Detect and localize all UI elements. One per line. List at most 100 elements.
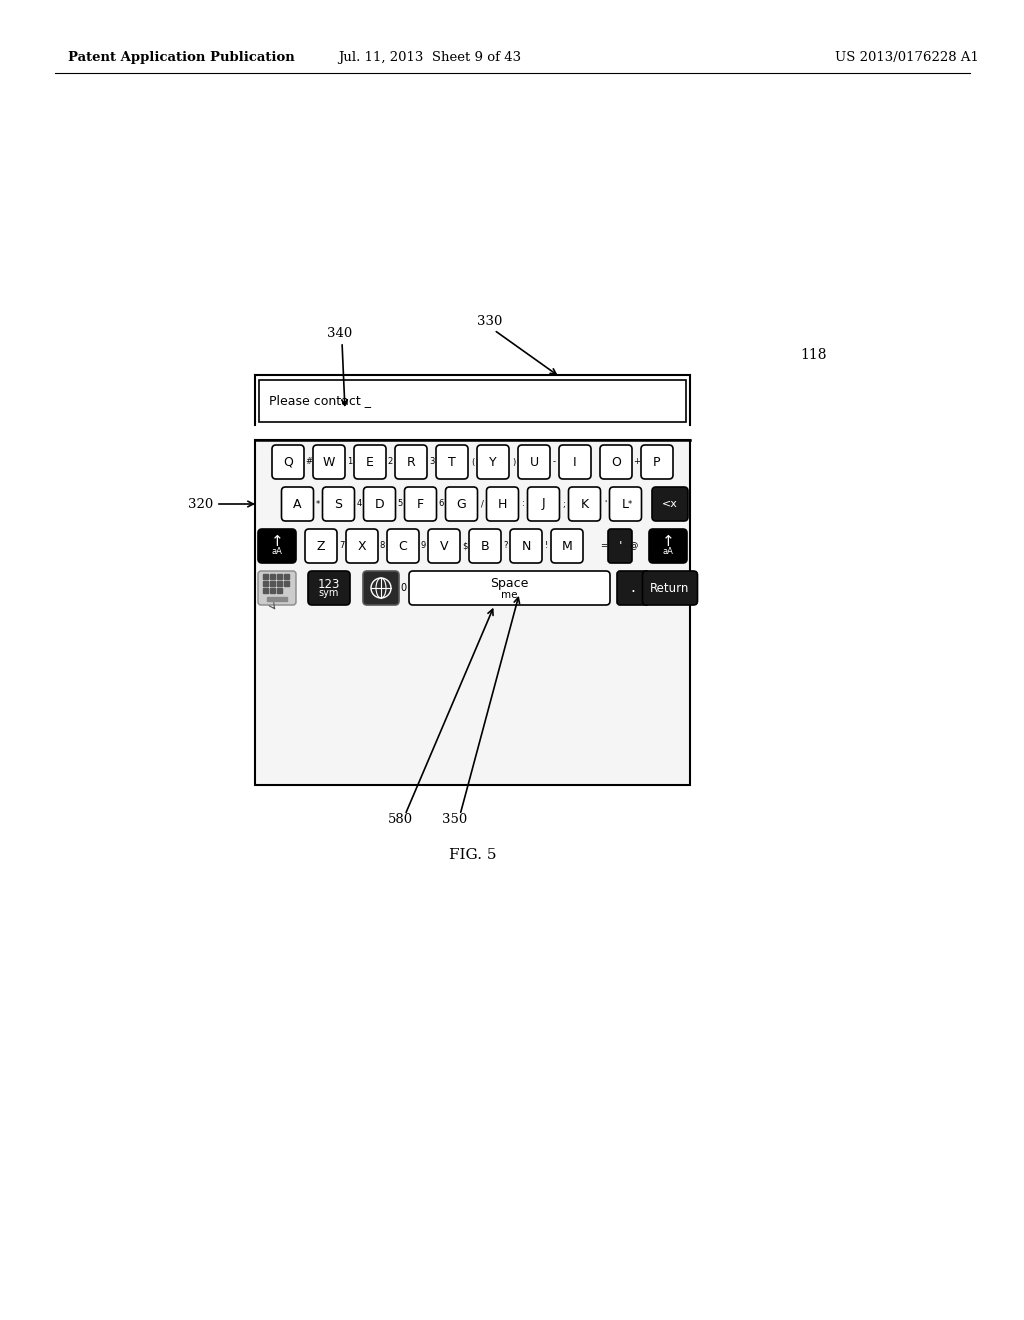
Text: O: O — [611, 455, 621, 469]
Text: 320: 320 — [187, 498, 213, 511]
FancyBboxPatch shape — [559, 445, 591, 479]
Text: B: B — [480, 540, 489, 553]
FancyBboxPatch shape — [609, 487, 641, 521]
FancyBboxPatch shape — [477, 445, 509, 479]
FancyBboxPatch shape — [641, 445, 673, 479]
Text: 2: 2 — [388, 458, 393, 466]
Text: R: R — [407, 455, 416, 469]
FancyBboxPatch shape — [354, 445, 386, 479]
FancyBboxPatch shape — [258, 572, 296, 605]
Bar — [263, 587, 268, 593]
Text: 9: 9 — [421, 541, 426, 550]
Text: S: S — [335, 498, 342, 511]
Text: V: V — [439, 540, 449, 553]
Bar — [278, 574, 282, 579]
FancyBboxPatch shape — [346, 529, 378, 564]
FancyBboxPatch shape — [258, 529, 296, 564]
Text: -: - — [553, 458, 556, 466]
Text: <x: <x — [663, 499, 678, 510]
Text: FIG. 5: FIG. 5 — [449, 847, 497, 862]
FancyBboxPatch shape — [518, 445, 550, 479]
Text: Jul. 11, 2013  Sheet 9 of 43: Jul. 11, 2013 Sheet 9 of 43 — [339, 51, 521, 65]
Text: #: # — [305, 458, 312, 466]
Text: me: me — [502, 590, 518, 601]
Text: *: * — [315, 499, 321, 508]
Bar — [270, 587, 275, 593]
Text: 340: 340 — [328, 327, 352, 341]
Text: 7: 7 — [339, 541, 344, 550]
Bar — [284, 574, 289, 579]
Text: 580: 580 — [387, 813, 413, 826]
FancyBboxPatch shape — [436, 445, 468, 479]
Bar — [278, 587, 282, 593]
Bar — [270, 574, 275, 579]
Text: Patent Application Publication: Patent Application Publication — [68, 51, 295, 65]
Text: D: D — [375, 498, 384, 511]
Text: Y: Y — [489, 455, 497, 469]
FancyBboxPatch shape — [652, 487, 688, 521]
Text: *: * — [628, 499, 632, 508]
Text: L: L — [622, 498, 629, 511]
FancyBboxPatch shape — [404, 487, 436, 521]
Text: 1: 1 — [347, 458, 352, 466]
Text: US 2013/0176228 A1: US 2013/0176228 A1 — [835, 51, 979, 65]
Text: aA: aA — [271, 546, 283, 556]
Text: I: I — [573, 455, 577, 469]
Text: A: A — [293, 498, 302, 511]
Text: ↑: ↑ — [270, 535, 284, 549]
FancyBboxPatch shape — [362, 572, 399, 605]
Text: ?: ? — [503, 541, 508, 550]
Bar — [263, 581, 268, 586]
Text: J: J — [542, 498, 546, 511]
Text: 4: 4 — [356, 499, 361, 508]
Text: 123: 123 — [317, 578, 340, 590]
Text: 0: 0 — [400, 583, 407, 593]
Text: ): ) — [512, 458, 515, 466]
Text: Return: Return — [650, 582, 690, 594]
Text: ': ' — [618, 540, 622, 553]
FancyBboxPatch shape — [649, 529, 687, 564]
FancyBboxPatch shape — [364, 487, 395, 521]
FancyBboxPatch shape — [608, 529, 632, 564]
FancyBboxPatch shape — [551, 529, 583, 564]
Text: =: = — [600, 541, 607, 550]
Text: aA: aA — [663, 546, 674, 556]
FancyBboxPatch shape — [445, 487, 477, 521]
FancyBboxPatch shape — [568, 487, 600, 521]
FancyBboxPatch shape — [305, 529, 337, 564]
Text: X: X — [357, 540, 367, 553]
FancyBboxPatch shape — [272, 445, 304, 479]
Text: ↑: ↑ — [662, 535, 675, 549]
Text: 8: 8 — [380, 541, 385, 550]
Text: .: . — [631, 581, 636, 595]
Text: 350: 350 — [442, 813, 468, 826]
Bar — [270, 581, 275, 586]
FancyBboxPatch shape — [395, 445, 427, 479]
FancyBboxPatch shape — [510, 529, 542, 564]
Text: G: G — [457, 498, 466, 511]
Bar — [267, 597, 287, 601]
Text: ': ' — [604, 499, 606, 508]
Text: 3: 3 — [429, 458, 434, 466]
FancyBboxPatch shape — [282, 487, 313, 521]
Text: K: K — [581, 498, 589, 511]
FancyBboxPatch shape — [617, 572, 649, 605]
Text: :: : — [521, 499, 524, 508]
FancyBboxPatch shape — [308, 572, 350, 605]
Text: Q: Q — [283, 455, 293, 469]
FancyBboxPatch shape — [428, 529, 460, 564]
Text: @: @ — [630, 541, 638, 550]
FancyBboxPatch shape — [259, 380, 686, 422]
Text: U: U — [529, 455, 539, 469]
Text: $: $ — [462, 541, 467, 550]
FancyBboxPatch shape — [469, 529, 501, 564]
FancyBboxPatch shape — [600, 445, 632, 479]
Text: (: ( — [471, 458, 474, 466]
Bar — [263, 574, 268, 579]
Text: !: ! — [545, 541, 548, 550]
Text: H: H — [498, 498, 507, 511]
FancyBboxPatch shape — [323, 487, 354, 521]
FancyBboxPatch shape — [409, 572, 610, 605]
Text: ;: ; — [562, 499, 565, 508]
Text: E: E — [366, 455, 374, 469]
